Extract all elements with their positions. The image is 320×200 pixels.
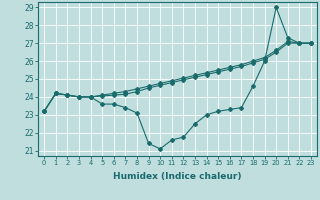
X-axis label: Humidex (Indice chaleur): Humidex (Indice chaleur) [113,172,242,181]
